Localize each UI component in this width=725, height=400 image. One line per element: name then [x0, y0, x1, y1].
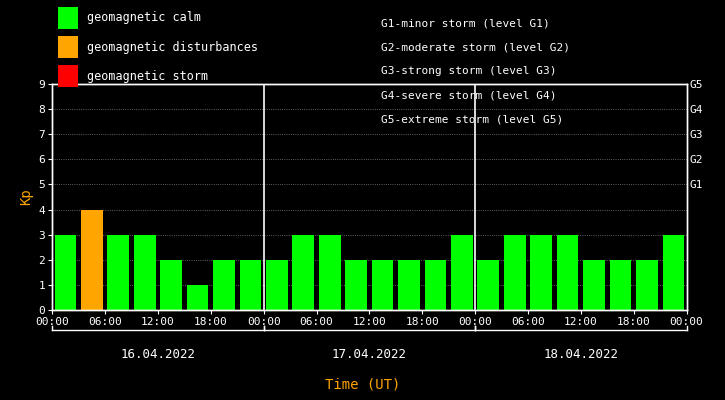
Bar: [160, 260, 182, 310]
Bar: [478, 260, 500, 310]
Text: geomagnetic storm: geomagnetic storm: [87, 70, 208, 83]
Bar: [583, 260, 605, 310]
Bar: [345, 260, 367, 310]
Text: G3-strong storm (level G3): G3-strong storm (level G3): [381, 66, 556, 76]
Bar: [266, 260, 288, 310]
Bar: [107, 235, 129, 310]
Text: 16.04.2022: 16.04.2022: [120, 348, 196, 360]
Bar: [239, 260, 261, 310]
Text: G2-moderate storm (level G2): G2-moderate storm (level G2): [381, 42, 570, 52]
Bar: [663, 235, 684, 310]
Bar: [292, 235, 314, 310]
Text: geomagnetic calm: geomagnetic calm: [87, 12, 201, 24]
Bar: [372, 260, 394, 310]
Bar: [213, 260, 235, 310]
Text: geomagnetic disturbances: geomagnetic disturbances: [87, 41, 258, 54]
Bar: [425, 260, 447, 310]
Bar: [319, 235, 341, 310]
Bar: [531, 235, 552, 310]
Bar: [451, 235, 473, 310]
Bar: [134, 235, 156, 310]
Bar: [54, 235, 76, 310]
Bar: [398, 260, 420, 310]
Bar: [610, 260, 631, 310]
Y-axis label: Kp: Kp: [19, 189, 33, 205]
Text: G1-minor storm (level G1): G1-minor storm (level G1): [381, 18, 550, 28]
Bar: [557, 235, 579, 310]
Text: Time (UT): Time (UT): [325, 378, 400, 392]
Text: 18.04.2022: 18.04.2022: [543, 348, 618, 360]
Bar: [187, 285, 208, 310]
Bar: [504, 235, 526, 310]
Bar: [81, 210, 103, 310]
Bar: [636, 260, 658, 310]
Text: G5-extreme storm (level G5): G5-extreme storm (level G5): [381, 114, 563, 124]
Text: G4-severe storm (level G4): G4-severe storm (level G4): [381, 90, 556, 100]
Text: 17.04.2022: 17.04.2022: [332, 348, 407, 360]
